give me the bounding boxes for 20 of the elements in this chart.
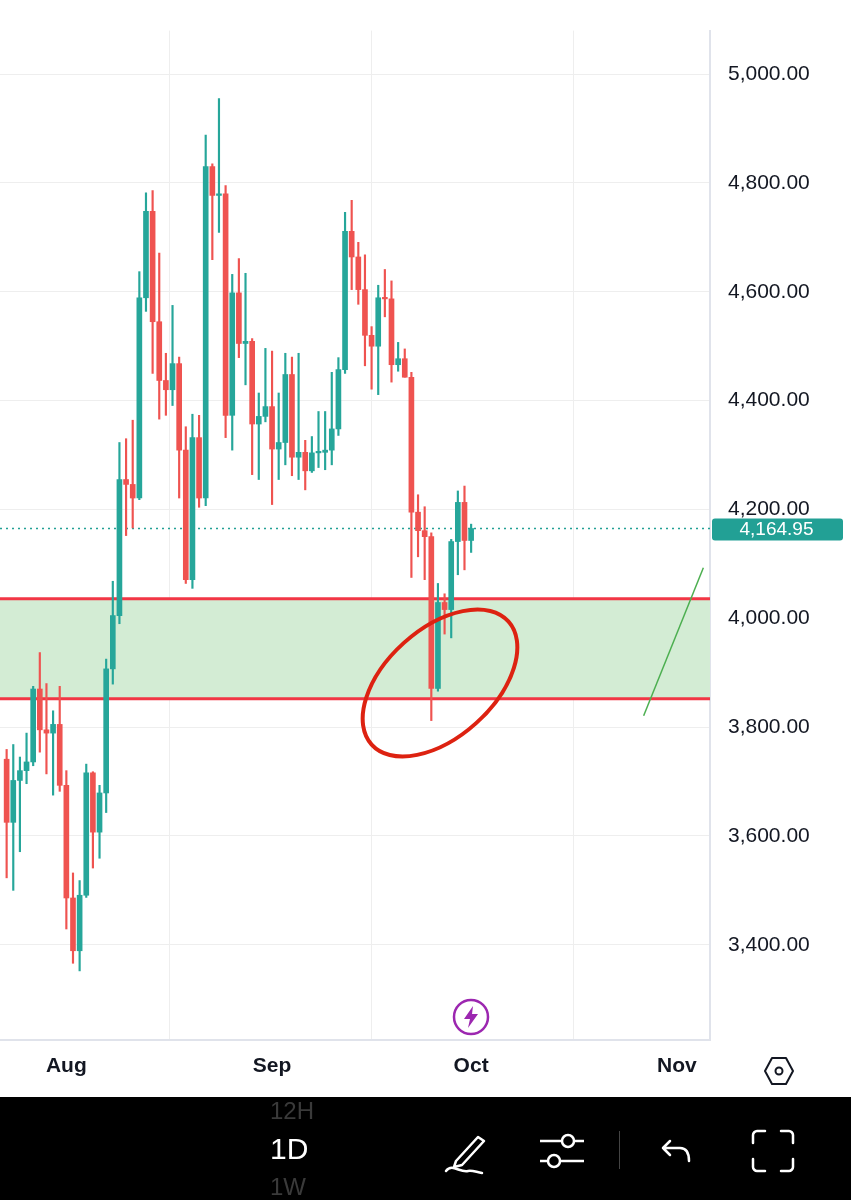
x-tick-label: Sep: [252, 1053, 292, 1077]
y-tick-label: 3,800.00: [728, 713, 810, 737]
ref-line-label: 4,164.95: [739, 517, 814, 539]
y-tick-label: 4,600.00: [728, 278, 810, 302]
y-tick-label: 4,800.00: [728, 169, 810, 193]
text: 12H: [270, 1096, 315, 1126]
x-tick-label: Nov: [656, 1053, 697, 1077]
candlestick: [242, 272, 249, 386]
text: 1W: [270, 1172, 306, 1200]
y-tick-label: 3,600.00: [728, 822, 810, 846]
x-tick-label: Oct: [453, 1053, 489, 1077]
y-tick-label: 4,400.00: [728, 387, 810, 411]
y-tick-label: 3,400.00: [728, 931, 810, 955]
x-tick-label: Aug: [45, 1053, 87, 1077]
y-tick-label: 5,000.00: [728, 60, 810, 84]
text: 1D: [270, 1132, 309, 1166]
y-tick-label: 4,200.00: [728, 496, 810, 520]
y-tick-label: 4,000.00: [728, 605, 810, 629]
candlestick: [441, 593, 448, 635]
candlestick: [216, 98, 222, 233]
